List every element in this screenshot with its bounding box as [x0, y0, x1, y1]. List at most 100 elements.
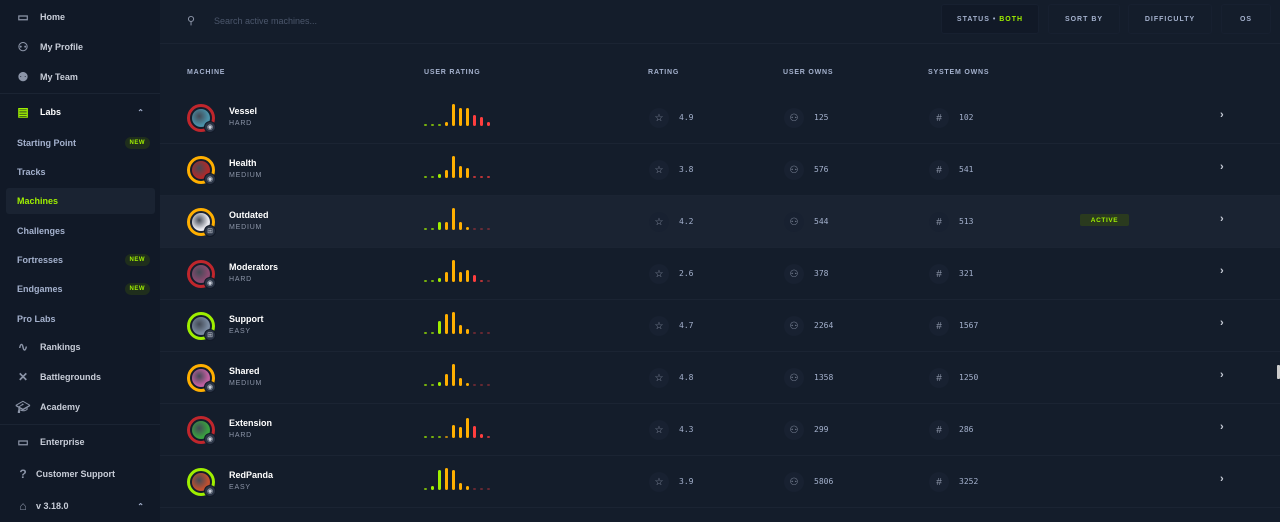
chevron-right-icon[interactable]: › [1220, 109, 1224, 121]
column-header-machine: MACHINE [187, 69, 226, 76]
user-owns-value: 544 [814, 217, 829, 226]
rating-bar [459, 222, 462, 230]
machine-name[interactable]: RedPanda [229, 470, 274, 480]
chevron-right-icon[interactable]: › [1220, 161, 1224, 173]
os-label: OS [1239, 15, 1253, 23]
rating-bar [431, 331, 434, 334]
chevron-right-icon[interactable]: › [1220, 317, 1224, 329]
sidebar-item-tracks[interactable]: Tracks [0, 159, 160, 185]
nav-labs[interactable]: ▤ Labs ⌃ [0, 99, 160, 125]
user-rating-distribution [424, 416, 494, 438]
rating-bar [431, 435, 434, 438]
chevron-right-icon[interactable]: › [1220, 473, 1224, 485]
nav-enterprise[interactable]: ▭ Enterprise [0, 429, 160, 455]
nav-home[interactable]: ▭ Home [0, 4, 160, 30]
divider [0, 93, 160, 94]
rating-value: 4.8 [679, 373, 694, 382]
rating-bar [459, 378, 462, 386]
rating-bar [480, 383, 483, 386]
rating-bar [473, 331, 476, 334]
table-row[interactable]: ◉ Health MEDIUM ☆ 3.8 ⚇ 576 # 541 › [160, 144, 1280, 196]
machine-difficulty: HARD [229, 432, 253, 439]
column-header-system-owns: SYSTEM OWNS [928, 69, 990, 76]
nav-my-team[interactable]: ⚉ My Team [0, 64, 160, 90]
rating-bar [431, 279, 434, 282]
machine-name[interactable]: Support [229, 314, 264, 324]
hash-icon: # [929, 212, 949, 232]
rating-value: 4.9 [679, 113, 694, 122]
nav-customer-support[interactable]: ? Customer Support [0, 461, 160, 487]
table-row[interactable]: ◉ Vessel HARD ☆ 4.9 ⚇ 125 # 102 › [160, 92, 1280, 144]
difficulty-dropdown[interactable]: DIFFICULTY [1128, 4, 1212, 34]
user-icon: ⚇ [784, 160, 804, 180]
machine-name[interactable]: Moderators [229, 262, 279, 272]
sidebar-item-starting-point[interactable]: Starting Point NEW [0, 130, 160, 156]
sidebar-item-machines[interactable]: Machines [6, 188, 155, 214]
machine-name[interactable]: Health [229, 158, 257, 168]
sidebar-item-challenges[interactable]: Challenges [0, 218, 160, 244]
rating-bar [480, 117, 483, 126]
rating-value: 3.8 [679, 165, 694, 174]
table-row[interactable]: ◉ RedPanda EASY ☆ 3.9 ⚇ 5806 # 3252 › [160, 456, 1280, 508]
chevron-right-icon[interactable]: › [1220, 369, 1224, 381]
user-icon: ⚇ [17, 40, 29, 54]
tag-icon: ⌂ [19, 499, 27, 513]
rating-bar [459, 108, 462, 126]
chevron-right-icon[interactable]: › [1220, 265, 1224, 277]
nav-label: Battlegrounds [40, 372, 102, 382]
search-icon: ⚲ [187, 15, 196, 27]
user-icon: ⚇ [784, 420, 804, 440]
divider [0, 424, 160, 425]
version-toggle[interactable]: ⌂ v 3.18.0 ⌃ [0, 493, 160, 519]
table-row[interactable]: ◉ Extension HARD ☆ 4.3 ⚇ 299 # 286 › [160, 404, 1280, 456]
rating-bar [452, 364, 455, 386]
sidebar-item-fortresses[interactable]: Fortresses NEW [0, 247, 160, 273]
rating-value: 2.6 [679, 269, 694, 278]
chevron-right-icon[interactable]: › [1220, 213, 1224, 225]
nav-my-profile[interactable]: ⚇ My Profile [0, 34, 160, 60]
machine-name[interactable]: Extension [229, 418, 273, 428]
nav-label: Endgames [17, 284, 63, 294]
table-row[interactable]: ◉ Shared MEDIUM ☆ 4.8 ⚇ 1358 # 1250 › [160, 352, 1280, 404]
new-badge: NEW [124, 137, 150, 149]
nav-label: Labs [40, 107, 62, 117]
nav-label: Pro Labs [17, 314, 56, 324]
rating-bar [466, 382, 469, 386]
rating-value: 4.3 [679, 425, 694, 434]
rating-bar [438, 277, 441, 282]
status-value: BOTH [999, 15, 1024, 23]
nav-academy[interactable]: 🎓︎ Academy [0, 394, 160, 420]
nav-label: Machines [17, 196, 59, 206]
system-owns-value: 541 [959, 165, 974, 174]
sidebar-item-endgames[interactable]: Endgames NEW [0, 276, 160, 302]
rating-bar [424, 279, 427, 282]
rating-bar [438, 435, 441, 438]
table-row[interactable]: ⊞ Support EASY ☆ 4.7 ⚇ 2264 # 1567 › [160, 300, 1280, 352]
rating-value: 4.7 [679, 321, 694, 330]
column-header-user-rating: USER RATING [424, 69, 481, 76]
sort-label: SORT BY [1064, 15, 1104, 23]
swords-icon: ✕ [17, 370, 29, 384]
table-row[interactable]: ⊞ Outdated MEDIUM ☆ 4.2 ⚇ 544 # 513 ACTI… [160, 196, 1280, 248]
machine-name[interactable]: Shared [229, 366, 260, 376]
rating-bar [480, 279, 483, 282]
nav-rankings[interactable]: ∿ Rankings [0, 334, 160, 360]
os-dropdown[interactable]: OS [1221, 4, 1271, 34]
user-rating-distribution [424, 312, 494, 334]
machine-name[interactable]: Outdated [229, 210, 269, 220]
machine-name[interactable]: Vessel [229, 106, 258, 116]
user-owns-value: 299 [814, 425, 829, 434]
search-input[interactable] [214, 10, 514, 32]
version-label: v 3.18.0 [36, 501, 69, 511]
user-owns-value: 378 [814, 269, 829, 278]
nav-battlegrounds[interactable]: ✕ Battlegrounds [0, 364, 160, 390]
sidebar-item-pro-labs[interactable]: Pro Labs [0, 306, 160, 332]
star-icon: ☆ [649, 420, 669, 440]
sort-by-dropdown[interactable]: SORT BY [1048, 4, 1120, 34]
status-filter[interactable]: STATUS • BOTH [941, 4, 1039, 34]
machine-difficulty: MEDIUM [229, 380, 263, 387]
scrollbar[interactable] [1277, 365, 1280, 379]
machine-difficulty: EASY [229, 328, 251, 335]
table-row[interactable]: ◉ Moderators HARD ☆ 2.6 ⚇ 378 # 321 › [160, 248, 1280, 300]
chevron-right-icon[interactable]: › [1220, 421, 1224, 433]
